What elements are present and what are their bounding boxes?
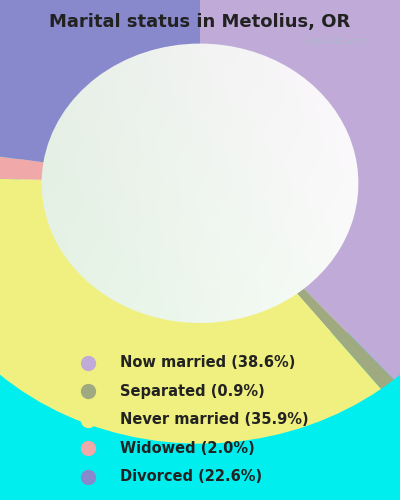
Wedge shape — [0, 0, 200, 162]
Point — [85, 416, 91, 424]
Text: Never married (35.9%): Never married (35.9%) — [120, 412, 309, 427]
Point — [85, 387, 91, 395]
Point — [85, 472, 91, 480]
Point — [85, 358, 91, 366]
Text: Now married (38.6%): Now married (38.6%) — [120, 355, 295, 370]
Text: City-Data.com: City-Data.com — [305, 37, 369, 46]
Text: Separated (0.9%): Separated (0.9%) — [120, 384, 265, 398]
Text: Marital status in Metolius, OR: Marital status in Metolius, OR — [49, 12, 351, 30]
Wedge shape — [0, 176, 381, 444]
Point — [85, 444, 91, 452]
Text: Widowed (2.0%): Widowed (2.0%) — [120, 440, 255, 456]
Text: Divorced (22.6%): Divorced (22.6%) — [120, 469, 262, 484]
Wedge shape — [0, 144, 43, 180]
Wedge shape — [297, 288, 394, 389]
Wedge shape — [200, 0, 400, 380]
